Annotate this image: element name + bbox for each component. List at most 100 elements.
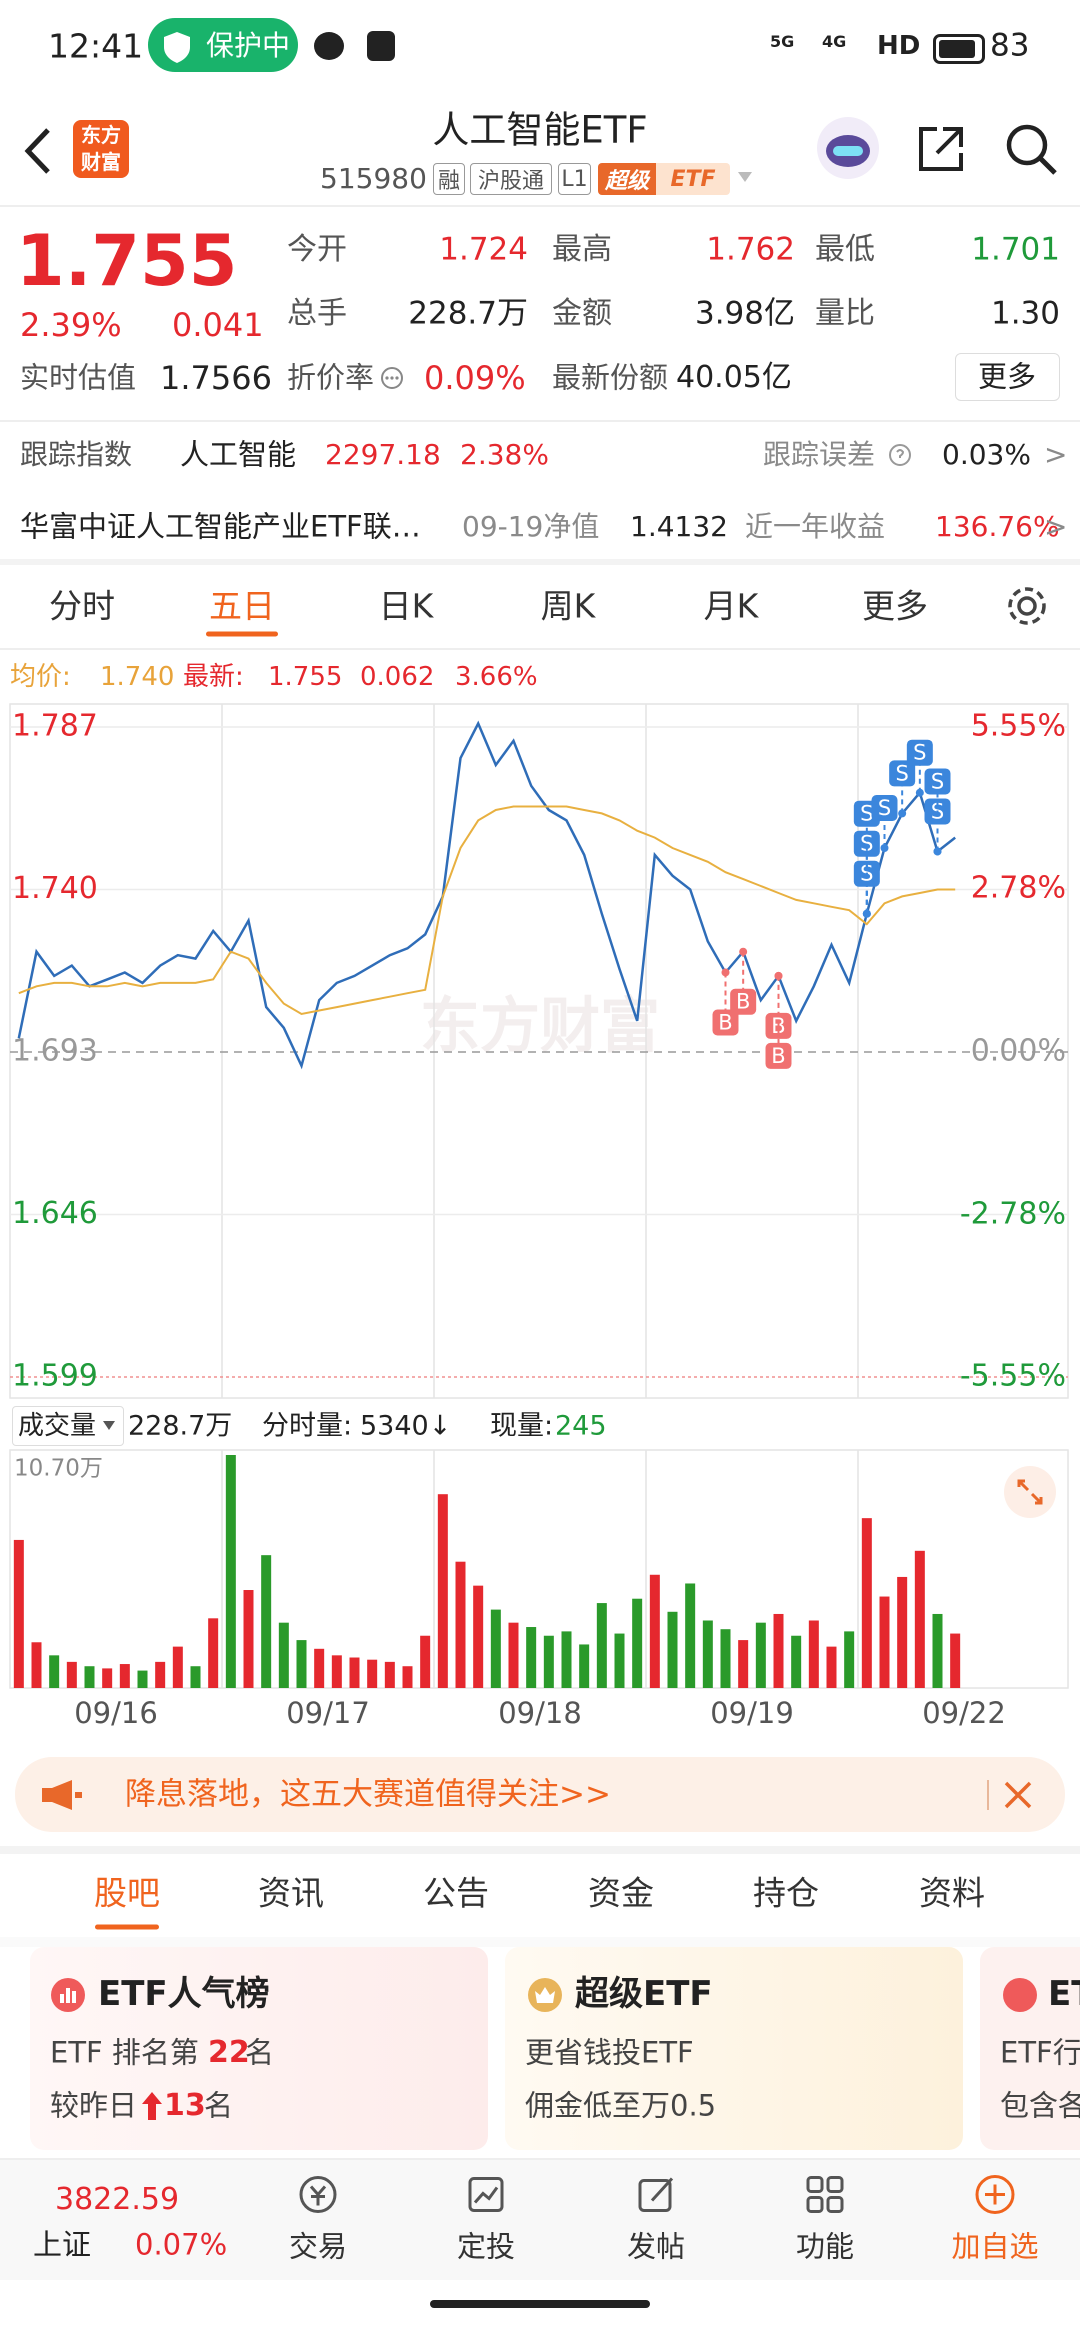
card-rank-change: 13 bbox=[164, 2088, 206, 2123]
divider bbox=[987, 1780, 989, 1810]
more-button[interactable] bbox=[955, 353, 1060, 401]
volume-bar bbox=[685, 1583, 696, 1688]
volume-bar bbox=[791, 1635, 802, 1688]
search-button[interactable] bbox=[1003, 121, 1059, 177]
price-line bbox=[18, 805, 956, 1016]
protect-text: 保护中 bbox=[206, 29, 291, 62]
now-volume: 245 bbox=[555, 1410, 607, 1442]
volume-bar bbox=[331, 1655, 342, 1688]
card-title[interactable]: ET bbox=[1048, 1974, 1080, 2014]
megaphone-icon bbox=[42, 1780, 82, 1810]
card[interactable] bbox=[980, 1947, 1080, 2150]
price-line bbox=[17, 720, 956, 1070]
battery-level: 83 bbox=[990, 27, 1030, 64]
expand-button[interactable] bbox=[1003, 1465, 1057, 1519]
index-value[interactable]: 3822.59 bbox=[55, 2182, 180, 2217]
chart-tab[interactable]: 周K bbox=[540, 586, 596, 626]
help-icon[interactable] bbox=[888, 443, 912, 467]
chevron[interactable]: > bbox=[1044, 510, 1068, 543]
trade-point bbox=[721, 968, 730, 977]
volume-bar bbox=[508, 1622, 519, 1688]
dropdown-icon[interactable] bbox=[737, 170, 753, 184]
volume-bar bbox=[13, 1539, 24, 1688]
trade-label: B bbox=[718, 1010, 732, 1034]
nav-label[interactable]: 发帖 bbox=[626, 2229, 686, 2264]
chart-tab[interactable]: 五日 bbox=[209, 586, 275, 626]
nav-icon[interactable] bbox=[296, 2173, 340, 2220]
discount-label: 折价率 bbox=[287, 360, 375, 395]
section-tab[interactable]: 股吧 bbox=[94, 1873, 160, 1913]
card[interactable] bbox=[30, 1947, 488, 2150]
section-tab[interactable]: 持仓 bbox=[753, 1873, 819, 1913]
volume-bar bbox=[455, 1561, 466, 1688]
y-tick-label: 1.646 bbox=[12, 1196, 98, 1231]
section-tab[interactable]: 资金 bbox=[588, 1873, 654, 1913]
nav-label[interactable]: 定投 bbox=[456, 2229, 516, 2264]
nav-label[interactable]: 加自选 bbox=[951, 2229, 1039, 2264]
trade-badge bbox=[853, 830, 880, 857]
volume-bar bbox=[932, 1613, 943, 1688]
chart-tab[interactable]: 更多 bbox=[862, 586, 928, 626]
nav-label[interactable]: 交易 bbox=[288, 2229, 348, 2264]
trade-badge bbox=[924, 768, 951, 795]
close-button[interactable] bbox=[1003, 1780, 1033, 1810]
tick-volume: 5340↓ bbox=[360, 1410, 452, 1442]
card-title[interactable]: 超级ETF bbox=[575, 1974, 713, 2014]
track-index[interactable]: 人工智能 bbox=[180, 437, 297, 472]
card-text: 名 bbox=[204, 2088, 234, 2123]
chevron[interactable]: > bbox=[1044, 438, 1068, 471]
tag: 沪股通 bbox=[470, 163, 552, 195]
trade-point bbox=[774, 971, 783, 980]
volume-total: 228.7万 bbox=[128, 1410, 233, 1442]
promo-banner[interactable] bbox=[15, 1757, 1065, 1832]
index-name[interactable]: 上证 bbox=[33, 2227, 92, 2262]
last-price: 1.755 bbox=[16, 220, 238, 302]
volume-selector[interactable] bbox=[12, 1406, 124, 1446]
back-button[interactable] bbox=[18, 126, 58, 176]
clock: 12:41 bbox=[48, 26, 144, 66]
chart-tab[interactable]: 月K bbox=[703, 586, 759, 626]
chart-tab[interactable]: 日K bbox=[378, 586, 434, 626]
tab-underline bbox=[95, 1924, 159, 1930]
section-tab[interactable]: 公告 bbox=[423, 1873, 489, 1913]
y2-tick-label: 0.00% bbox=[971, 1034, 1066, 1069]
volume-bar bbox=[473, 1585, 484, 1688]
nav-label[interactable]: 功能 bbox=[795, 2229, 855, 2264]
field-label: 金额 bbox=[552, 296, 612, 331]
avg-value: 1.740 bbox=[100, 662, 175, 692]
volume-bar bbox=[420, 1635, 431, 1688]
nav-icon[interactable] bbox=[634, 2173, 678, 2220]
rank-icon bbox=[51, 1978, 85, 2012]
share-button[interactable] bbox=[915, 123, 967, 175]
volume-bar bbox=[208, 1618, 219, 1688]
index-pct[interactable]: 0.07% bbox=[135, 2227, 228, 2262]
more-label[interactable]: 更多 bbox=[977, 359, 1037, 394]
nav-value: 1.4132 bbox=[630, 510, 728, 543]
card[interactable] bbox=[505, 1947, 963, 2150]
promo-text[interactable]: 降息落地，这五大赛道值得关注>> bbox=[125, 1776, 611, 1813]
section-tab[interactable]: 资讯 bbox=[258, 1873, 324, 1913]
nav-icon[interactable] bbox=[464, 2173, 508, 2220]
assistant-avatar[interactable] bbox=[815, 115, 881, 181]
card-title[interactable]: ETF人气榜 bbox=[98, 1974, 270, 2014]
volume-bar bbox=[31, 1642, 42, 1688]
trade-badge bbox=[889, 760, 916, 787]
hd-label: HD bbox=[877, 31, 921, 61]
settings-button[interactable] bbox=[1003, 582, 1051, 630]
info-icon[interactable] bbox=[380, 366, 404, 390]
fund-name[interactable]: 华富中证人工智能产业ETF联… bbox=[20, 509, 421, 544]
return-label: 近一年收益 bbox=[745, 510, 886, 543]
field-label: 总手 bbox=[287, 296, 347, 331]
nav-icon[interactable] bbox=[973, 2173, 1017, 2220]
volume-bar bbox=[437, 1494, 448, 1688]
volume-bar bbox=[879, 1596, 890, 1688]
volume-bar bbox=[738, 1640, 749, 1688]
nav-icon[interactable] bbox=[803, 2173, 847, 2220]
volume-label[interactable]: 成交量 bbox=[18, 1411, 97, 1441]
section-tab[interactable]: 资料 bbox=[919, 1873, 985, 1913]
chart-tab[interactable]: 分时 bbox=[49, 586, 115, 626]
fund-code: 515980 bbox=[320, 162, 427, 195]
card-text: 名 bbox=[245, 2035, 275, 2070]
card-text: 包含各 bbox=[1000, 2088, 1080, 2123]
